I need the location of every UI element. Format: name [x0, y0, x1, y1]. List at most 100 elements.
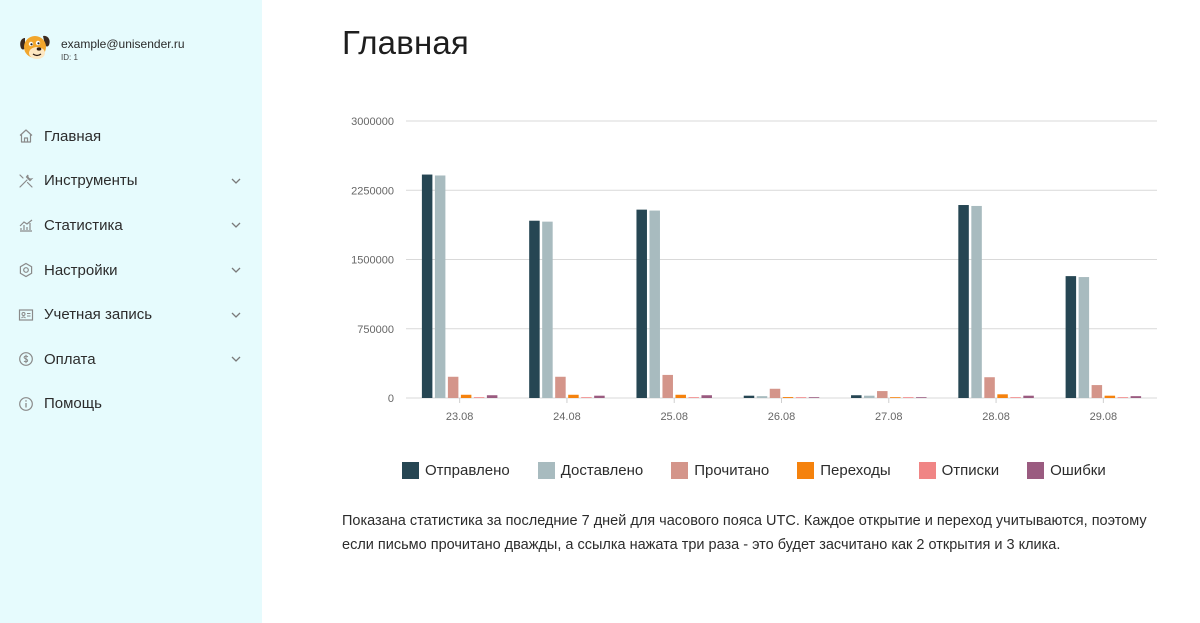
- bar: [958, 205, 969, 398]
- info-icon: [18, 396, 34, 412]
- account-info: example@unisender.ru ID: 1: [61, 37, 185, 62]
- account-id: ID: 1: [61, 53, 78, 62]
- gear-icon: [18, 262, 34, 278]
- legend-label: Отписки: [941, 462, 1000, 479]
- account-block[interactable]: example@unisender.ru ID: 1: [18, 30, 185, 64]
- legend-item[interactable]: Прочитано: [671, 462, 769, 479]
- tools-icon: [18, 173, 34, 189]
- chevron-down-icon[interactable]: [230, 219, 242, 231]
- bar: [984, 377, 995, 398]
- bar: [1010, 397, 1021, 398]
- x-tick-label: 28.08: [982, 411, 1010, 423]
- y-tick-label: 750000: [357, 324, 394, 336]
- bar: [997, 394, 1008, 398]
- bar: [877, 391, 888, 398]
- legend-item[interactable]: Отправлено: [402, 462, 510, 479]
- bar: [971, 205, 982, 398]
- legend-swatch: [671, 462, 689, 479]
- chart-legend: Отправлено Доставлено Прочитано Переходы Отп…: [402, 462, 1106, 479]
- bar: [486, 395, 498, 398]
- bar: [1023, 395, 1034, 398]
- sidebar-item-tools[interactable]: Инструменты: [0, 159, 262, 204]
- bar: [675, 394, 686, 398]
- y-tick-label: 0: [388, 393, 394, 405]
- chevron-down-icon[interactable]: [230, 353, 242, 365]
- legend-swatch: [918, 462, 936, 479]
- bar: [1104, 395, 1116, 398]
- bar: [1065, 276, 1077, 398]
- legend-item[interactable]: Доставлено: [537, 462, 644, 479]
- bar: [688, 397, 699, 398]
- sidebar-item-help[interactable]: Помощь: [0, 382, 262, 427]
- x-tick-label: 24.08: [553, 411, 581, 423]
- bar: [594, 395, 605, 398]
- y-tick-label: 2250000: [351, 185, 394, 197]
- legend-item[interactable]: Ошибки: [1027, 462, 1106, 479]
- legend-label: Переходы: [820, 462, 891, 479]
- bar: [542, 221, 553, 398]
- sidebar-item-payment[interactable]: Оплата: [0, 337, 262, 382]
- legend-item[interactable]: Отписки: [918, 462, 1000, 479]
- sidebar-item-label: Оплата: [44, 350, 96, 368]
- bar: [890, 397, 901, 398]
- legend-swatch: [402, 462, 419, 479]
- sidebar-menu: Главная Инструменты Статистика Настройки: [0, 114, 262, 426]
- sidebar-item-label: Помощь: [44, 395, 102, 413]
- bar: [782, 397, 794, 398]
- bar: [1130, 396, 1142, 398]
- bar: [1078, 277, 1090, 398]
- y-tick-label: 3000000: [351, 116, 394, 128]
- x-tick-label: 25.08: [660, 411, 688, 423]
- bar: [662, 374, 673, 398]
- sidebar-item-home[interactable]: Главная: [0, 114, 262, 159]
- bar: [864, 395, 875, 398]
- bar: [649, 210, 660, 398]
- bar: [1091, 385, 1103, 398]
- statistics-note: Показана статистика за последние 7 дней …: [342, 513, 1147, 553]
- chevron-down-icon[interactable]: [230, 175, 242, 187]
- legend-label: Отправлено: [425, 462, 510, 479]
- bar: [636, 209, 647, 398]
- bar: [434, 175, 446, 398]
- legend-label: Доставлено: [560, 462, 644, 479]
- bar: [460, 394, 472, 398]
- bar: [473, 397, 485, 398]
- chevron-down-icon[interactable]: [230, 309, 242, 321]
- bar: [555, 376, 566, 398]
- x-tick-label: 23.08: [446, 411, 474, 423]
- bar: [1117, 397, 1129, 398]
- bar: [743, 395, 755, 398]
- sidebar-item-statistics[interactable]: Статистика: [0, 203, 262, 248]
- bar: [701, 395, 712, 398]
- legend-label: Ошибки: [1050, 462, 1106, 479]
- x-tick-label: 29.08: [1090, 411, 1118, 423]
- chevron-down-icon[interactable]: [230, 264, 242, 276]
- bar: [756, 396, 768, 398]
- legend-swatch: [1027, 462, 1045, 479]
- legend-swatch: [537, 462, 555, 479]
- bar: [795, 397, 807, 398]
- sidebar-item-label: Учетная запись: [44, 306, 153, 324]
- dog-logo-icon: [20, 35, 50, 59]
- bar: [769, 388, 781, 398]
- legend-label: Прочитано: [694, 462, 770, 479]
- bar: [851, 395, 862, 398]
- bar-chart: 0 750000 1500000 2250000 3000000 23.08 24.08 25…: [351, 116, 1157, 423]
- bar: [903, 397, 914, 398]
- bar: [808, 397, 820, 398]
- dollar-icon: [18, 351, 34, 367]
- x-tick-label: 27.08: [875, 411, 903, 423]
- sidebar-item-label: Статистика: [44, 216, 123, 234]
- sidebar-item-account[interactable]: Учетная запись: [0, 292, 262, 337]
- bar: [568, 394, 579, 398]
- stats-icon: [18, 217, 34, 233]
- bar: [916, 397, 927, 398]
- account-email: example@unisender.ru: [61, 37, 185, 51]
- y-tick-label: 1500000: [351, 255, 394, 267]
- x-tick-label: 26.08: [768, 411, 796, 423]
- bar: [447, 376, 459, 398]
- sidebar: example@unisender.ru ID: 1 Главная Инстр…: [0, 0, 262, 623]
- sidebar-item-settings[interactable]: Настройки: [0, 248, 262, 293]
- bar: [529, 220, 540, 398]
- legend-item[interactable]: Переходы: [797, 462, 891, 479]
